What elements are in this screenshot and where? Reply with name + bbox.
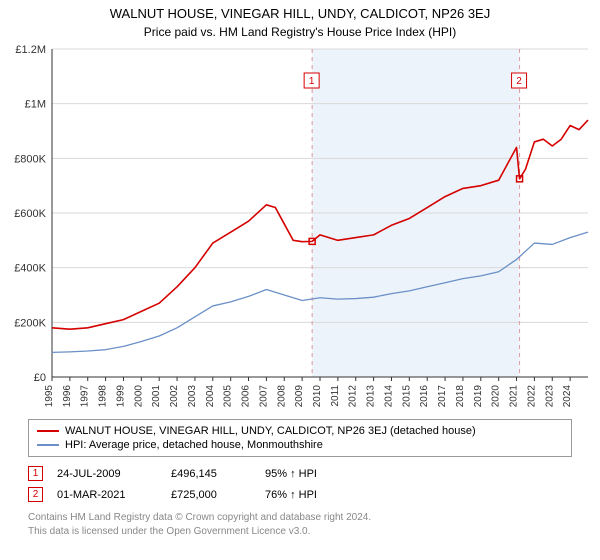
svg-text:2022: 2022 — [526, 385, 537, 408]
svg-text:2011: 2011 — [330, 385, 341, 407]
legend-item: WALNUT HOUSE, VINEGAR HILL, UNDY, CALDIC… — [37, 424, 563, 438]
svg-text:2014: 2014 — [383, 385, 394, 408]
svg-text:2001: 2001 — [151, 385, 162, 408]
event-pct: 95% ↑ HPI — [265, 468, 317, 480]
svg-text:£400K: £400K — [14, 263, 46, 275]
svg-text:2016: 2016 — [419, 385, 430, 408]
svg-text:2002: 2002 — [169, 385, 180, 408]
legend-swatch — [37, 444, 59, 446]
svg-text:£200K: £200K — [14, 317, 46, 329]
chart-subtitle: Price paid vs. HM Land Registry's House … — [0, 21, 600, 43]
svg-text:2007: 2007 — [258, 385, 269, 408]
svg-text:1: 1 — [309, 76, 315, 87]
svg-text:2013: 2013 — [366, 385, 377, 408]
svg-text:2009: 2009 — [294, 385, 305, 408]
legend: WALNUT HOUSE, VINEGAR HILL, UNDY, CALDIC… — [28, 419, 572, 457]
svg-text:2015: 2015 — [401, 385, 412, 408]
line-chart-svg: £0 £200K £400K £600K £800K £1M £1.2M 1995 1996 19… — [0, 43, 600, 413]
svg-text:1995: 1995 — [44, 385, 55, 408]
event-pct: 76% ↑ HPI — [265, 489, 317, 501]
event-badge: 2 — [28, 487, 43, 502]
event-table: 1 24-JUL-2009 £496,145 95% ↑ HPI 2 01-MA… — [28, 463, 572, 505]
svg-text:2008: 2008 — [276, 385, 287, 408]
legend-label: WALNUT HOUSE, VINEGAR HILL, UNDY, CALDIC… — [65, 425, 476, 437]
event-price: £496,145 — [171, 468, 251, 480]
chart-area: £0 £200K £400K £600K £800K £1M £1.2M 1995 1996 19… — [0, 43, 600, 413]
event-price: £725,000 — [171, 489, 251, 501]
event-row: 1 24-JUL-2009 £496,145 95% ↑ HPI — [28, 463, 572, 484]
legend-item: HPI: Average price, detached house, Monm… — [37, 438, 563, 452]
svg-text:2023: 2023 — [544, 385, 555, 408]
svg-text:£800K: £800K — [14, 153, 46, 165]
chart-title: WALNUT HOUSE, VINEGAR HILL, UNDY, CALDIC… — [0, 0, 600, 21]
legend-swatch — [37, 430, 59, 432]
event-row: 2 01-MAR-2021 £725,000 76% ↑ HPI — [28, 484, 572, 505]
svg-text:2000: 2000 — [133, 385, 144, 408]
svg-text:2: 2 — [516, 76, 522, 87]
legend-label: HPI: Average price, detached house, Monm… — [65, 439, 323, 451]
svg-text:2005: 2005 — [223, 385, 234, 408]
svg-text:£1M: £1M — [25, 99, 46, 111]
svg-text:2021: 2021 — [509, 385, 520, 408]
svg-text:1997: 1997 — [80, 385, 91, 408]
svg-text:2018: 2018 — [455, 385, 466, 408]
svg-text:1998: 1998 — [98, 385, 109, 408]
footer-line: This data is licensed under the Open Gov… — [28, 525, 572, 539]
svg-text:2017: 2017 — [437, 385, 448, 408]
svg-text:1999: 1999 — [115, 385, 126, 408]
svg-text:2004: 2004 — [205, 385, 216, 408]
svg-text:2020: 2020 — [491, 385, 502, 408]
svg-text:2003: 2003 — [187, 385, 198, 408]
svg-text:1996: 1996 — [62, 385, 73, 408]
event-badge: 1 — [28, 466, 43, 481]
svg-text:2019: 2019 — [473, 385, 484, 408]
footer-line: Contains HM Land Registry data © Crown c… — [28, 511, 572, 525]
svg-text:2012: 2012 — [348, 385, 359, 408]
footer: Contains HM Land Registry data © Crown c… — [28, 511, 572, 539]
svg-text:2010: 2010 — [312, 385, 323, 408]
svg-text:2024: 2024 — [562, 385, 573, 408]
event-date: 01-MAR-2021 — [57, 489, 157, 501]
event-date: 24-JUL-2009 — [57, 468, 157, 480]
svg-text:£0: £0 — [34, 372, 46, 384]
svg-text:£1.2M: £1.2M — [15, 44, 46, 56]
svg-text:£600K: £600K — [14, 208, 46, 220]
svg-text:2006: 2006 — [241, 385, 252, 408]
